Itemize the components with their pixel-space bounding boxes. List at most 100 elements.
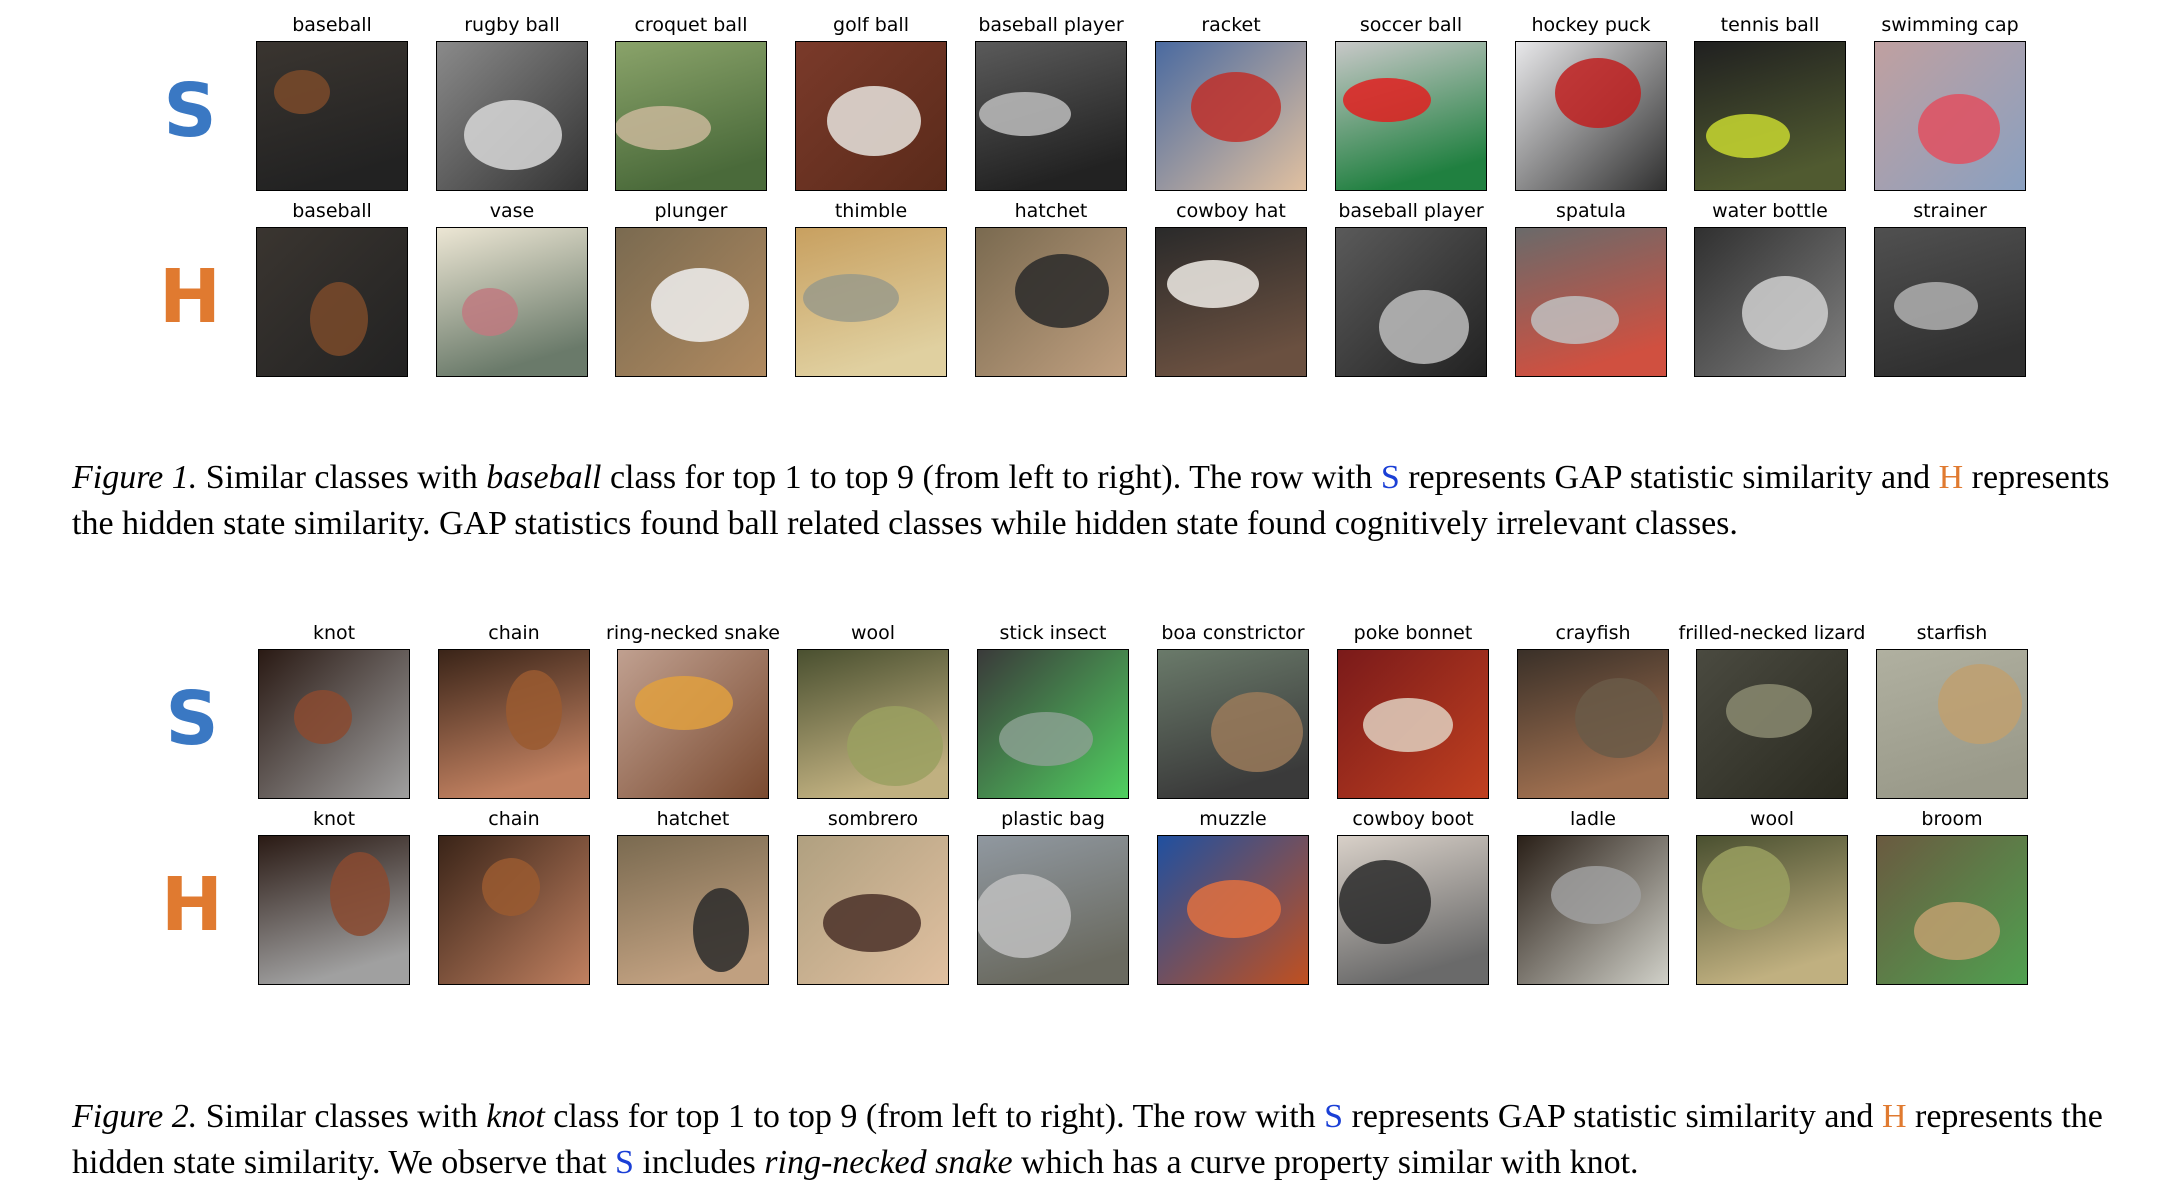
class-thumbnail (1157, 835, 1309, 985)
class-thumbnail (795, 227, 947, 377)
class-thumbnail (977, 649, 1129, 799)
class-label: thimble (834, 200, 908, 222)
class-thumbnail (256, 41, 408, 191)
row-letter-s: S (165, 676, 219, 762)
class-label: ladle (1570, 808, 1616, 830)
thumbnail-image (1516, 42, 1666, 190)
class-label: tennis ball (1720, 14, 1820, 36)
figure-2-caption-label: Figure 2. (72, 1098, 198, 1135)
class-thumbnail (1696, 649, 1848, 799)
figure-1-caption-s: S (1380, 459, 1400, 496)
class-label: plastic bag (1001, 808, 1105, 830)
thumbnail-image (1697, 836, 1847, 984)
thumbnail-image (1338, 650, 1488, 798)
thumbnail-image (618, 836, 768, 984)
thumbnail-image (978, 836, 1128, 984)
figure-2-caption-text: class for top 1 to top 9 (from left to r… (544, 1098, 1325, 1135)
class-thumbnail (1157, 649, 1309, 799)
class-label: hatchet (656, 808, 730, 830)
class-label: knot (312, 808, 356, 830)
class-thumbnail (1876, 835, 2028, 985)
thumbnail-image (976, 228, 1126, 376)
thumbnail-image (976, 42, 1126, 190)
figure-2-caption-class: knot (486, 1098, 545, 1135)
figure-2-caption-text: which has a curve property similar with … (1012, 1144, 1639, 1181)
class-thumbnail (1155, 227, 1307, 377)
class-thumbnail (1515, 227, 1667, 377)
class-thumbnail (615, 227, 767, 377)
class-label: swimming cap (1881, 14, 2019, 36)
figure-2-caption-snake: ring-necked snake (764, 1144, 1013, 1181)
class-label: wool (1749, 808, 1795, 830)
thumbnail-image (796, 42, 946, 190)
class-label: cowboy hat (1176, 200, 1286, 222)
class-thumbnail (617, 649, 769, 799)
thumbnail-image (1158, 650, 1308, 798)
thumbnail-image (1877, 650, 2027, 798)
class-label: rugby ball (464, 14, 560, 36)
thumbnail-image (798, 836, 948, 984)
figure-1-caption-h: H (1938, 459, 1964, 496)
thumbnail-image (1156, 228, 1306, 376)
class-thumbnail (1876, 649, 2028, 799)
thumbnail-image (1336, 42, 1486, 190)
class-label: strainer (1913, 200, 1987, 222)
thumbnail-image (1695, 228, 1845, 376)
thumbnail-image (1518, 836, 1668, 984)
class-label: water bottle (1712, 200, 1828, 222)
class-thumbnail (1694, 41, 1846, 191)
thumbnail-image (616, 228, 766, 376)
class-thumbnail (1694, 227, 1846, 377)
row-letter-h: H (161, 862, 223, 948)
figure-1-caption-text: represents GAP statistic similarity and (1399, 459, 1939, 496)
class-thumbnail (1155, 41, 1307, 191)
class-label: golf ball (833, 14, 909, 36)
thumbnail-image (259, 650, 409, 798)
class-thumbnail (1337, 835, 1489, 985)
class-thumbnail (975, 227, 1127, 377)
class-thumbnail (258, 649, 410, 799)
class-label: baseball (292, 14, 372, 36)
thumbnail-image (1518, 650, 1668, 798)
thumbnail-image (437, 42, 587, 190)
class-label: baseball player (1338, 200, 1484, 222)
class-label: wool (850, 622, 896, 644)
class-thumbnail (617, 835, 769, 985)
class-thumbnail (436, 41, 588, 191)
figure-2-caption: Figure 2. Similar classes with knot clas… (72, 1094, 2132, 1186)
class-label: muzzle (1199, 808, 1267, 830)
class-label: croquet ball (634, 14, 748, 36)
class-label: soccer ball (1359, 14, 1463, 36)
class-label: baseball player (978, 14, 1124, 36)
figure-1-caption-text: Similar classes with (197, 459, 487, 496)
figure-2-caption-s: S (1324, 1098, 1344, 1135)
class-label: ring-necked snake (606, 622, 780, 644)
thumbnail-image (257, 228, 407, 376)
thumbnail-image (259, 836, 409, 984)
class-thumbnail (258, 835, 410, 985)
figure-2-caption-s: S (615, 1144, 634, 1181)
thumbnail-image (1877, 836, 2027, 984)
figure-2-caption-text: includes (633, 1144, 765, 1181)
class-label: knot (312, 622, 356, 644)
class-label: boa constrictor (1161, 622, 1305, 644)
figure-1-caption-label: Figure 1. (72, 459, 198, 496)
thumbnail-image (1158, 836, 1308, 984)
figure-2-caption-h: H (1881, 1098, 1907, 1135)
figure-2-caption-text: represents the hidden state similarity. … (72, 1098, 2103, 1181)
class-thumbnail (438, 835, 590, 985)
thumbnail-image (618, 650, 768, 798)
thumbnail-image (1875, 228, 2025, 376)
figure-2-caption-text: Similar classes with (197, 1098, 487, 1135)
class-thumbnail (1335, 227, 1487, 377)
class-thumbnail (975, 41, 1127, 191)
class-thumbnail (1517, 649, 1669, 799)
thumbnail-image (1516, 228, 1666, 376)
class-label: stick insect (999, 622, 1107, 644)
class-label: starfish (1916, 622, 1988, 644)
thumbnail-image (1156, 42, 1306, 190)
thumbnail-image (1875, 42, 2025, 190)
class-label: crayfish (1555, 622, 1631, 644)
thumbnail-image (439, 650, 589, 798)
